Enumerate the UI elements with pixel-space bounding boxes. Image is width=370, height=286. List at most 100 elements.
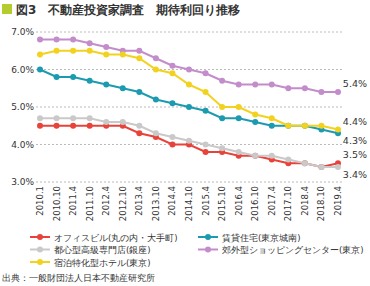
- point: [186, 138, 192, 144]
- point: [153, 97, 159, 103]
- point: [103, 119, 109, 125]
- x-tick-label: 2015.4: [201, 186, 211, 216]
- grid-line: [36, 182, 342, 183]
- point: [37, 123, 43, 129]
- point: [252, 119, 258, 125]
- point: [37, 52, 43, 58]
- y-tick-label: 7.0%: [11, 27, 34, 37]
- point: [70, 37, 76, 43]
- point: [285, 157, 291, 163]
- point: [252, 82, 258, 88]
- point: [153, 67, 159, 73]
- x-tick-label: 2013.10: [151, 186, 161, 221]
- point: [269, 82, 275, 88]
- point: [285, 123, 291, 129]
- legend-label: オフィスビル(丸の内・大手町): [54, 233, 178, 243]
- point: [153, 55, 159, 61]
- point: [318, 164, 324, 170]
- end-label: 4.4%: [343, 116, 367, 127]
- point: [169, 63, 175, 69]
- point: [37, 115, 43, 121]
- point: [169, 70, 175, 76]
- point: [269, 153, 275, 159]
- point: [54, 37, 60, 43]
- legend-marker: [37, 259, 43, 265]
- point: [252, 112, 258, 118]
- end-label: 3.5%: [343, 149, 367, 160]
- x-tick-label: 2011.10: [85, 186, 95, 221]
- legend-label: 都心型高級専門店(銀座): [54, 245, 151, 255]
- y-tick-label: 4.0%: [11, 140, 34, 150]
- point: [169, 134, 175, 140]
- point: [285, 85, 291, 91]
- point: [37, 67, 43, 73]
- point: [87, 48, 93, 54]
- point: [318, 89, 324, 95]
- point: [186, 67, 192, 73]
- end-label: 3.4%: [343, 169, 367, 180]
- plot-area: [37, 37, 341, 171]
- point: [54, 48, 60, 54]
- point: [136, 130, 142, 136]
- point: [219, 145, 225, 151]
- x-tick-label: 2015.10: [217, 186, 227, 221]
- x-tick-label: 2010.10: [52, 186, 62, 221]
- point: [70, 74, 76, 80]
- chart: 図3 不動産投資家調査 期待利回り推移3.0%4.0%5.0%6.0%7.0%2…: [0, 0, 370, 286]
- point: [136, 123, 142, 129]
- point: [103, 52, 109, 58]
- point: [120, 52, 126, 58]
- point: [203, 142, 209, 148]
- point: [54, 115, 60, 121]
- legend-marker: [37, 247, 43, 253]
- point: [302, 123, 308, 129]
- point: [87, 78, 93, 84]
- point: [203, 149, 209, 155]
- legend-label: 郊外型ショッピングセンター(東京): [222, 245, 364, 255]
- y-tick-label: 6.0%: [11, 65, 34, 75]
- point: [136, 89, 142, 95]
- point: [302, 160, 308, 166]
- series-line: [40, 51, 338, 130]
- point: [252, 153, 258, 159]
- x-tick-label: 2018.4: [300, 186, 310, 216]
- point: [302, 123, 308, 129]
- x-tick-label: 2013.4: [134, 186, 144, 216]
- point: [302, 160, 308, 166]
- legend-label: 宿泊特化型ホテル(東京): [54, 258, 151, 268]
- point: [236, 115, 242, 121]
- source: 出典：一般財団法人日本不動産研究所: [2, 273, 155, 283]
- x-tick-label: 2019.4: [333, 186, 343, 216]
- x-tick-label: 2018.10: [316, 186, 326, 221]
- point: [236, 149, 242, 155]
- point: [203, 70, 209, 76]
- x-tick-label: 2012.4: [101, 186, 111, 216]
- x-tick-label: 2014.10: [184, 186, 194, 221]
- x-tick-label: 2017.4: [267, 186, 277, 216]
- x-tick-label: 2017.10: [283, 186, 293, 221]
- point: [335, 127, 341, 133]
- point: [120, 85, 126, 91]
- point: [136, 55, 142, 61]
- legend-marker: [205, 234, 211, 240]
- point: [203, 108, 209, 114]
- point: [186, 82, 192, 88]
- point: [70, 48, 76, 54]
- point: [269, 123, 275, 129]
- point: [120, 119, 126, 125]
- point: [70, 115, 76, 121]
- point: [236, 104, 242, 110]
- point: [103, 82, 109, 88]
- legend-label: 賃貸住宅(東京城南): [222, 233, 301, 243]
- point: [136, 48, 142, 54]
- point: [269, 115, 275, 121]
- point: [70, 123, 76, 129]
- x-tick-label: 2014.4: [167, 186, 177, 216]
- x-tick-label: 2010.1: [35, 186, 45, 216]
- point: [186, 104, 192, 110]
- point: [87, 40, 93, 46]
- point: [203, 89, 209, 95]
- title: 図3 不動産投資家調査 期待利回り推移: [16, 3, 240, 17]
- point: [236, 82, 242, 88]
- point: [335, 89, 341, 95]
